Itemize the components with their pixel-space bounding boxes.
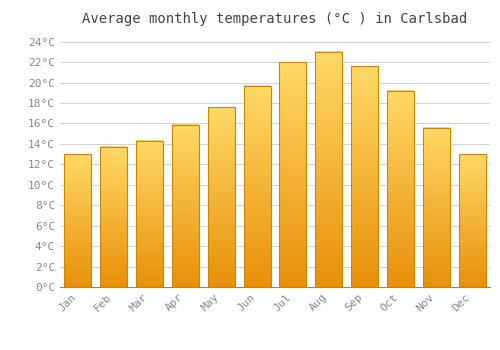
Title: Average monthly temperatures (°C ) in Carlsbad: Average monthly temperatures (°C ) in Ca… <box>82 12 468 26</box>
Bar <box>100 147 127 287</box>
Bar <box>280 62 306 287</box>
Bar <box>423 127 450 287</box>
Bar <box>316 52 342 287</box>
Bar <box>351 66 378 287</box>
Bar <box>458 154 485 287</box>
Bar <box>64 154 92 287</box>
Bar <box>172 125 199 287</box>
Bar <box>208 107 234 287</box>
Bar <box>244 86 270 287</box>
Bar <box>387 91 414 287</box>
Bar <box>136 141 163 287</box>
